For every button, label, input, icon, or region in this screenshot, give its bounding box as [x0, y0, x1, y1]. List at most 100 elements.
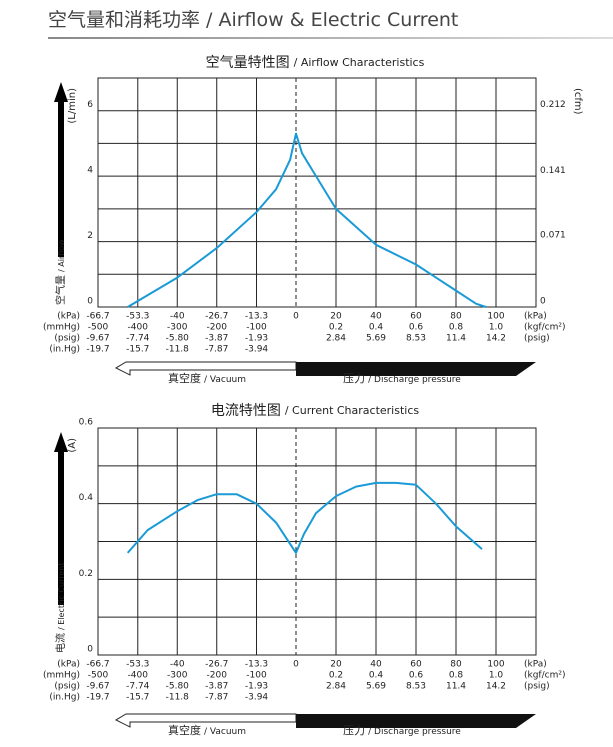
x-alt-label: -7.74	[126, 682, 150, 692]
x-tick-label: 80	[450, 660, 462, 670]
x-alt-label: 2.84	[326, 334, 346, 344]
x-alt-label: 5.69	[366, 334, 386, 344]
vacuum-en: / Vacuum	[204, 727, 246, 737]
page-title: 空气量和消耗功率 / Airflow & Electric Current	[48, 9, 458, 31]
x-alt-label: -7.87	[205, 345, 228, 355]
x-alt-label: 0.2	[329, 671, 343, 681]
x-alt-label: 0.4	[369, 671, 384, 681]
vacuum-cn: 真空度	[168, 371, 201, 385]
pressure-cn: 压力	[343, 724, 365, 737]
x-alt-label: -19.7	[86, 693, 109, 703]
y-title-en: / Airflow	[57, 239, 66, 272]
x-alt-label: -19.7	[86, 345, 109, 355]
x-alt-label: -5.80	[166, 682, 190, 692]
x-alt-label: -3.94	[245, 693, 269, 703]
y-tick-label: 0.4	[79, 493, 94, 503]
header-rule	[48, 37, 613, 39]
x-alt-label: -400	[128, 323, 149, 333]
pressure-arrow	[296, 714, 536, 728]
x-tick-label: -66.7	[86, 660, 109, 670]
x-alt-label: 0.8	[449, 323, 464, 333]
vacuum-en: / Vacuum	[204, 375, 246, 385]
pressure-cn: 压力	[343, 372, 365, 385]
x-alt-label: -3.87	[205, 334, 228, 344]
x-alt-label: -300	[167, 671, 188, 681]
x-tick-label: 60	[410, 312, 422, 322]
x-tick-label: -13.3	[245, 312, 268, 322]
y-tick-label: 0.6	[79, 418, 94, 428]
y-tick-label: 2	[87, 231, 93, 241]
vacuum-arrow	[114, 361, 297, 376]
x-alt-label: -200	[207, 671, 228, 681]
x-alt-label: 11.4	[446, 334, 466, 344]
y2-tick-label: 0	[540, 297, 546, 307]
x-alt-label: 11.4	[446, 682, 466, 692]
x-alt-label: -9.67	[86, 682, 109, 692]
x-alt-label: 1.0	[489, 671, 504, 681]
x-alt-label: -11.8	[166, 693, 190, 703]
title-cn: 空气量和消耗功率	[48, 9, 200, 31]
x-unit-right: (kPa)	[524, 312, 547, 322]
vacuum-label: 真空度 / Vacuum	[168, 371, 246, 385]
x-unit-right: (kgf/cm²)	[524, 671, 565, 681]
data-line	[127, 132, 487, 308]
x-alt-label: -500	[88, 671, 109, 681]
x-alt-label: 0.4	[369, 323, 384, 333]
x-unit-left: (psig)	[54, 682, 80, 692]
pressure-label: 压力 / Discharge pressure	[343, 724, 461, 737]
title-en: / Airflow & Electric Current	[206, 9, 458, 31]
x-alt-label: -100	[246, 671, 267, 681]
title-cn: 空气量特性图	[206, 55, 290, 71]
x-alt-label: -11.8	[166, 345, 190, 355]
x-tick-label: 0	[293, 660, 299, 670]
x-alt-label: 1.0	[489, 323, 504, 333]
x-alt-label: 0.2	[329, 323, 343, 333]
x-tick-label: -26.7	[205, 312, 228, 322]
x-alt-label: 8.53	[406, 334, 426, 344]
y-title-en: / Electric Current	[57, 563, 66, 630]
x-alt-label: 2.84	[326, 682, 346, 692]
x-unit-left: (in.Hg)	[49, 693, 80, 703]
x-tick-label: 60	[410, 660, 422, 670]
vacuum-arrow	[114, 713, 297, 728]
x-alt-label: -100	[246, 323, 267, 333]
x-alt-label: -200	[207, 323, 228, 333]
x-alt-label: 5.69	[366, 682, 386, 692]
x-tick-label: 80	[450, 312, 462, 322]
x-alt-label: 8.53	[406, 682, 426, 692]
y-title-cn: 空气量	[54, 275, 67, 305]
y2-label: (cfm)	[572, 88, 583, 115]
pressure-en: / Discharge pressure	[368, 375, 461, 385]
y-tick-label: 6	[87, 100, 93, 110]
x-unit-right: (kgf/cm²)	[524, 323, 565, 333]
x-alt-label: -300	[167, 323, 188, 333]
x-alt-label: -15.7	[126, 693, 149, 703]
x-tick-label: -40	[170, 312, 185, 322]
x-alt-label: -1.93	[245, 682, 268, 692]
vacuum-cn: 真空度	[168, 723, 201, 737]
title-en: / Airflow Characteristics	[294, 56, 425, 69]
title-en: / Current Characteristics	[285, 404, 420, 417]
x-alt-label: 0.8	[449, 671, 464, 681]
x-tick-label: 100	[487, 312, 504, 322]
pressure-en: / Discharge pressure	[368, 727, 461, 737]
pressure-label: 压力 / Discharge pressure	[343, 372, 461, 385]
x-unit-left: (mmHg)	[43, 323, 80, 333]
x-alt-label: -9.67	[86, 334, 109, 344]
x-tick-label: -40	[170, 660, 185, 670]
x-alt-label: -400	[128, 671, 149, 681]
x-tick-label: 20	[330, 660, 342, 670]
x-unit-right: (psig)	[524, 682, 550, 692]
y-tick-label: 0	[87, 297, 93, 307]
x-unit-right: (psig)	[524, 334, 550, 344]
y-tick-label: 4	[87, 166, 93, 176]
x-unit-left: (psig)	[54, 334, 80, 344]
y-title: 电流 / Electric Current	[54, 563, 67, 653]
x-alt-label: -7.87	[205, 693, 228, 703]
x-tick-label: -13.3	[245, 660, 268, 670]
y2-tick-label: 0.141	[540, 166, 566, 176]
x-tick-label: 40	[370, 312, 382, 322]
y-tick-label: 0.2	[79, 569, 93, 579]
x-tick-label: -66.7	[86, 312, 109, 322]
